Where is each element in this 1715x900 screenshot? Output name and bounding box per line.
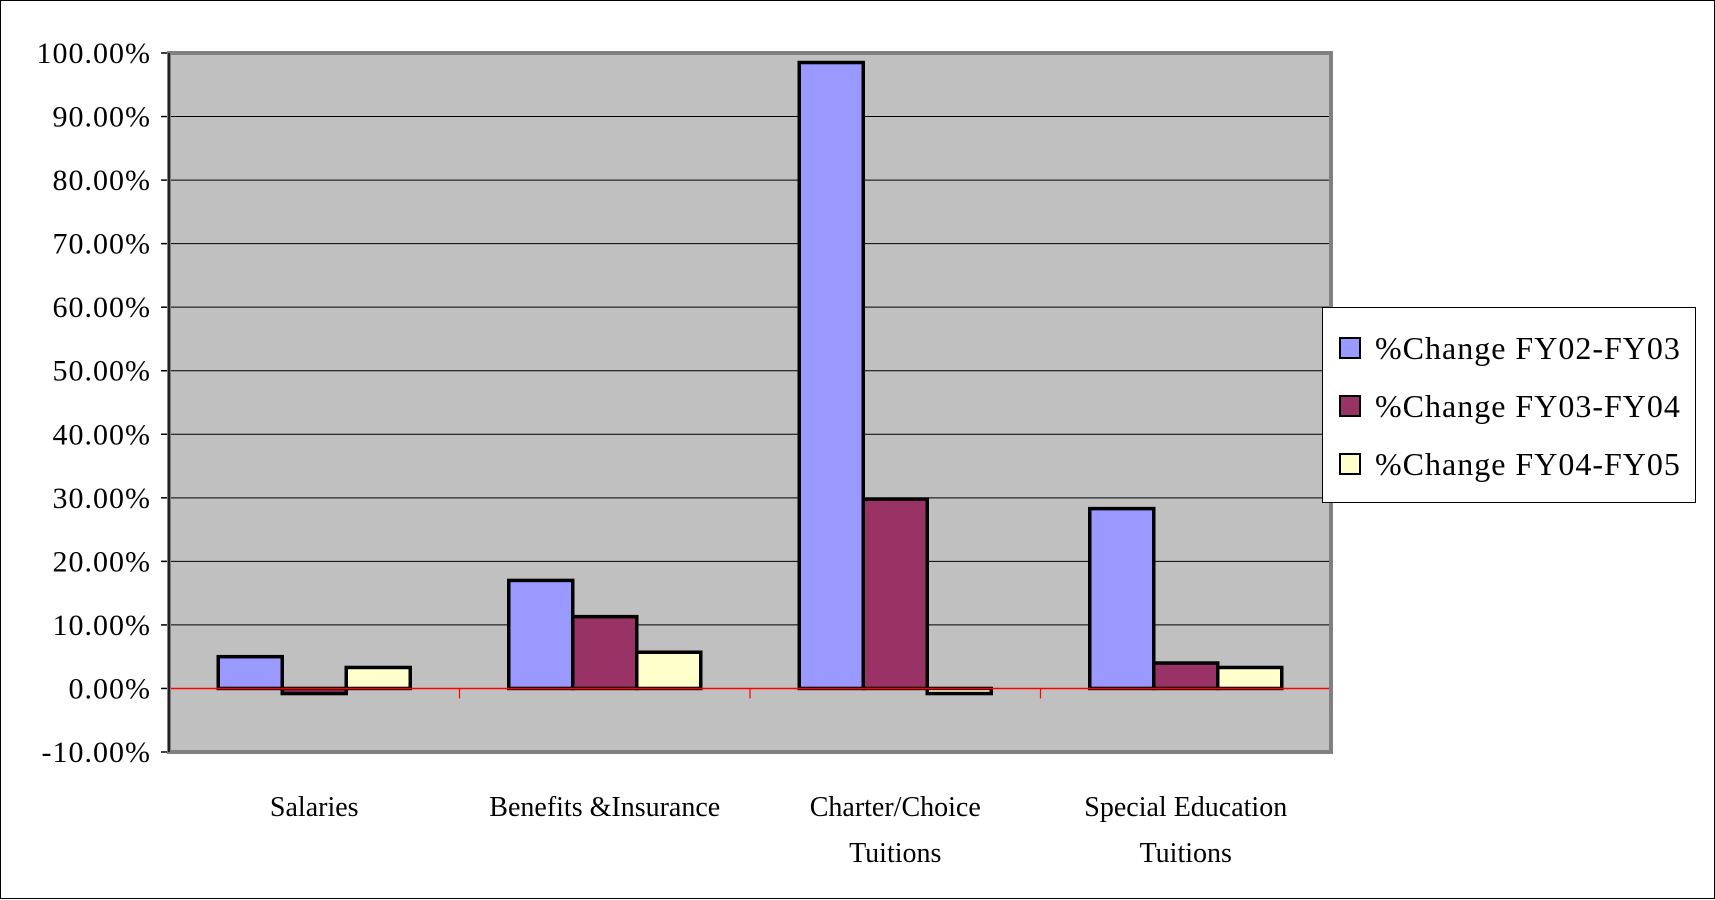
y-tick-label: 100.00%: [37, 37, 152, 70]
bar-fy03-fy04: [571, 614, 639, 691]
bar-fy04-fy05: [635, 650, 703, 691]
legend-swatch-fy04-fy05: [1339, 453, 1361, 475]
y-tick-label: 10.00%: [53, 609, 152, 642]
legend-swatch-fy02-fy03: [1339, 337, 1361, 359]
legend-item-fy02-fy03: %Change FY02-FY03: [1339, 328, 1681, 368]
legend-label-fy04-fy05: %Change FY04-FY05: [1375, 445, 1681, 482]
y-tick-label: 50.00%: [53, 355, 152, 388]
x-category-label: Charter/Choice: [810, 792, 981, 823]
bar-fy03-fy04: [861, 497, 929, 691]
x-category-label: Tuitions: [1140, 838, 1232, 869]
legend-item-fy04-fy05: %Change FY04-FY05: [1339, 444, 1681, 484]
legend-label-fy02-fy03: %Change FY02-FY03: [1375, 329, 1681, 366]
y-tick-label: 0.00%: [69, 672, 152, 705]
legend: %Change FY02-FY03 %Change FY03-FY04 %Cha…: [1322, 307, 1696, 503]
bar-fy02-fy03: [507, 578, 575, 691]
bar-fy04-fy05: [925, 686, 993, 696]
bar-fy03-fy04: [1152, 661, 1220, 691]
x-category-label: Special Education: [1084, 792, 1287, 823]
y-tick-label: 60.00%: [53, 291, 152, 324]
plot-background: [169, 53, 1331, 752]
y-tick-label: 30.00%: [53, 482, 152, 515]
bar-fy02-fy03: [797, 60, 865, 691]
x-category-label: Tuitions: [849, 838, 941, 869]
bar-fy04-fy05: [344, 665, 412, 691]
y-tick-label: -10.00%: [42, 736, 151, 769]
bar-fy02-fy03: [1088, 506, 1156, 691]
bar-fy04-fy05: [1216, 665, 1284, 691]
legend-label-fy03-fy04: %Change FY03-FY04: [1375, 387, 1681, 424]
y-tick-label: 20.00%: [53, 545, 152, 578]
y-tick-label: 80.00%: [53, 164, 152, 197]
legend-item-fy03-fy04: %Change FY03-FY04: [1339, 386, 1681, 426]
y-tick-label: 90.00%: [53, 101, 152, 134]
plot-area: -10.00% 0.00% 10.00% 20.00% 30.00% 40.00% 50.0…: [37, 37, 1333, 869]
x-category-label: Benefits &Insurance: [489, 792, 720, 823]
y-tick-label: 70.00%: [53, 228, 152, 261]
bar-fy03-fy04: [280, 686, 348, 696]
y-tick-label: 40.00%: [53, 418, 152, 451]
x-category-label: Salaries: [270, 792, 359, 823]
legend-swatch-fy03-fy04: [1339, 395, 1361, 417]
bar-fy02-fy03: [216, 654, 284, 691]
